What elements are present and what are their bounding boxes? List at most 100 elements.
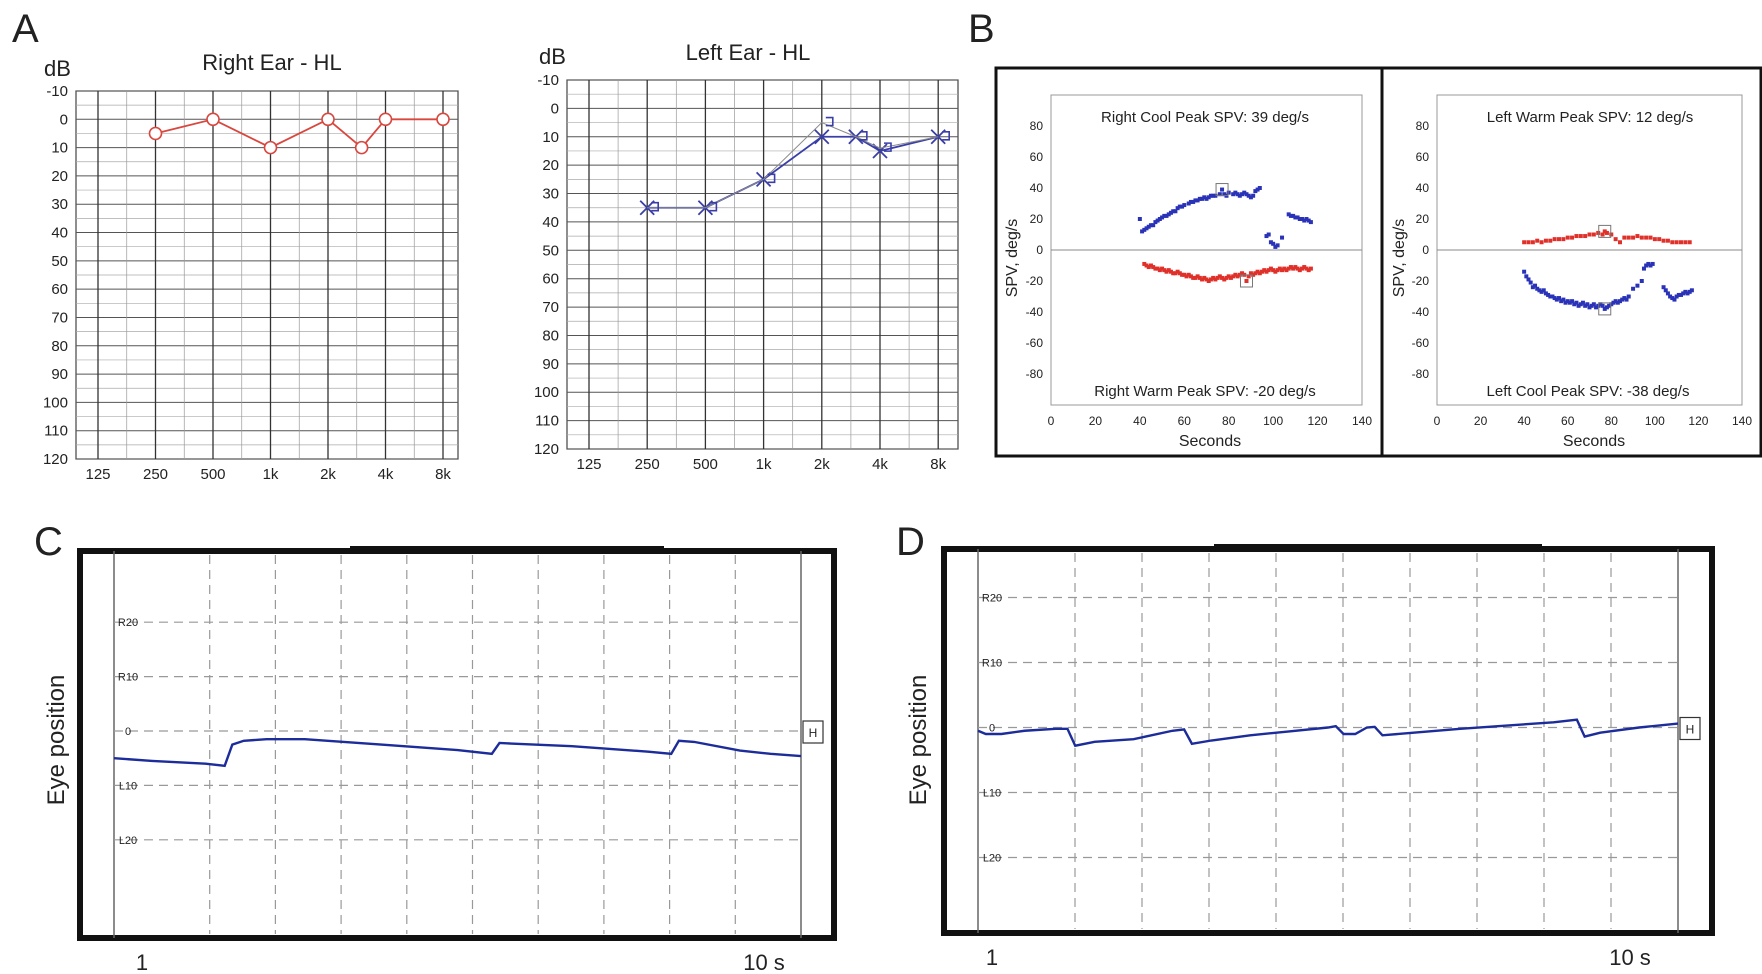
audiogram-y-tick: 120 — [534, 441, 559, 458]
spv-x-tick: 140 — [1732, 414, 1752, 428]
spv-x-tick: 140 — [1352, 414, 1372, 428]
spv-y-tick: 0 — [1036, 243, 1043, 257]
audiogram-y-tick: 10 — [51, 140, 68, 157]
spv-data-point — [1690, 288, 1694, 292]
audiogram-y-tick: 70 — [542, 299, 559, 316]
spv-data-point — [1631, 236, 1635, 240]
spv-data-point — [1522, 240, 1526, 244]
spv-x-tick: 80 — [1605, 414, 1619, 428]
spv-y-tick: 80 — [1416, 119, 1430, 133]
spv-data-point — [1244, 279, 1248, 283]
spv-x-tick: 0 — [1048, 414, 1055, 428]
left-spv-ylabel: SPV, deg/s — [1391, 219, 1408, 298]
spv-data-point — [1267, 233, 1271, 237]
caloric-left-plot: Left Warm Peak SPV: 12 deg/s Left Cool P… — [1391, 95, 1752, 450]
panel-label-d: D — [896, 520, 925, 564]
eye-d-x-start: 1 — [986, 945, 998, 970]
spv-data-point — [1557, 237, 1561, 241]
audiogram-y-tick: 20 — [542, 157, 559, 174]
audiogram-x-tick: 125 — [576, 456, 601, 473]
audiogram-y-tick: 50 — [542, 242, 559, 259]
spv-data-point — [1670, 240, 1674, 244]
spv-data-point — [1631, 287, 1635, 291]
spv-x-tick: 100 — [1263, 414, 1283, 428]
spv-data-point — [1138, 217, 1142, 221]
spv-data-point — [1522, 270, 1526, 274]
spv-data-point — [1651, 262, 1655, 266]
spv-y-tick: -80 — [1412, 367, 1430, 381]
audiogram-y-tick: 100 — [43, 394, 68, 411]
audiogram-y-tick: 110 — [44, 423, 68, 440]
audiogram-left-title: Left Ear - HL — [686, 40, 811, 65]
spv-data-point — [1592, 233, 1596, 237]
spv-data-point — [1614, 237, 1618, 241]
spv-x-tick: 0 — [1434, 414, 1441, 428]
eye-position-trace-c: Eye position 1 10 s R20R100L10L20H — [43, 548, 834, 974]
spv-data-point — [1688, 240, 1692, 244]
audiogram-x-tick: 8k — [435, 466, 451, 483]
spv-data-point — [1309, 220, 1313, 224]
eye-trace-y-tick: L20 — [983, 853, 1001, 865]
audiogram-x-tick: 250 — [143, 466, 168, 483]
eye-c-ylabel: Eye position — [43, 675, 70, 806]
spv-data-point — [1540, 240, 1544, 244]
spv-data-point — [1622, 236, 1626, 240]
eye-trace-h-label: H — [1686, 723, 1695, 737]
spv-data-point — [1618, 240, 1622, 244]
eye-trace-y-tick: R10 — [118, 672, 138, 684]
spv-data-point — [1627, 295, 1631, 299]
audiogram-x-tick: 1k — [263, 466, 279, 483]
audiogram-y-tick: 30 — [542, 186, 559, 203]
eye-trace-h-label: H — [809, 726, 818, 740]
right-cool-peak-annotation: Right Cool Peak SPV: 39 deg/s — [1101, 109, 1309, 126]
spv-x-tick: 40 — [1133, 414, 1147, 428]
eye-trace-line — [978, 720, 1678, 746]
spv-data-point — [1527, 240, 1531, 244]
spv-data-point — [1635, 234, 1639, 238]
eye-trace-y-tick: L10 — [983, 788, 1001, 800]
spv-y-tick: 60 — [1416, 150, 1430, 164]
spv-data-point — [1679, 240, 1683, 244]
spv-data-point — [1570, 236, 1574, 240]
spv-data-point — [1182, 203, 1186, 207]
left-cool-peak-annotation: Left Cool Peak SPV: -38 deg/s — [1487, 383, 1690, 400]
audiogram-y-tick: 120 — [43, 451, 68, 468]
spv-data-point — [1605, 231, 1609, 235]
spv-data-point — [1662, 239, 1666, 243]
left-spv-xlabel: Seconds — [1563, 433, 1625, 450]
spv-data-point — [1227, 191, 1231, 195]
spv-y-tick: 40 — [1416, 181, 1430, 195]
eye-c-x-end: 10 s — [743, 950, 785, 974]
left-warm-peak-annotation: Left Warm Peak SPV: 12 deg/s — [1487, 109, 1693, 126]
eye-trace-y-tick: L20 — [119, 835, 137, 847]
spv-y-tick: -20 — [1412, 274, 1430, 288]
spv-data-point — [1683, 240, 1687, 244]
spv-data-point — [1675, 240, 1679, 244]
audiogram-y-tick: 30 — [51, 196, 68, 213]
eye-d-x-end: 10 s — [1609, 945, 1651, 970]
spv-x-tick: 60 — [1178, 414, 1192, 428]
spv-data-point — [1640, 236, 1644, 240]
audiogram-x-tick: 250 — [635, 456, 660, 473]
eye-trace-frame — [80, 551, 834, 938]
right-spv-xlabel: Seconds — [1179, 433, 1241, 450]
spv-y-tick: 60 — [1030, 150, 1044, 164]
spv-y-tick: 40 — [1030, 181, 1044, 195]
audiogram-y-tick: 80 — [542, 327, 559, 344]
spv-data-point — [1644, 236, 1648, 240]
spv-x-tick: 40 — [1517, 414, 1531, 428]
audiogram-x-tick: 2k — [320, 466, 336, 483]
spv-y-tick: -60 — [1026, 336, 1044, 350]
spv-y-tick: 80 — [1030, 119, 1044, 133]
spv-data-point — [1258, 186, 1262, 190]
audiogram-x-tick: 4k — [872, 456, 888, 473]
audiogram-left-ear: dB Left Ear - HL -1001020304050607080901… — [534, 40, 958, 473]
spv-y-tick: -40 — [1026, 305, 1044, 319]
spv-y-tick: 20 — [1416, 212, 1430, 226]
spv-data-point — [1666, 239, 1670, 243]
audiogram-y-tick: 70 — [51, 309, 68, 326]
spv-data-point — [1529, 281, 1533, 285]
spv-data-point — [1220, 188, 1224, 192]
spv-data-point — [1627, 236, 1631, 240]
